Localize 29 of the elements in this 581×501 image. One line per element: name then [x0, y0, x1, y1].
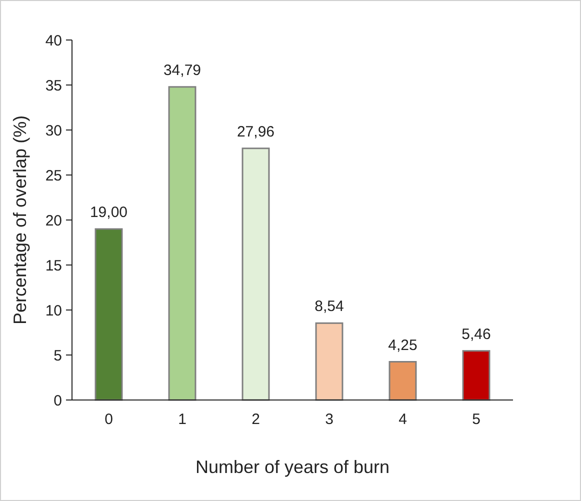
- x-tick-label: 0: [104, 411, 113, 428]
- x-tick-label: 1: [178, 411, 186, 428]
- bar: [462, 350, 490, 401]
- x-axis-title: Number of years of burn: [195, 457, 390, 477]
- y-tick-label: 25: [45, 167, 62, 184]
- data-label: 27,96: [236, 123, 275, 140]
- y-tick-label: 35: [45, 77, 62, 94]
- bar: [242, 148, 270, 401]
- data-label: 5,46: [462, 326, 491, 343]
- y-tick-label: 30: [45, 122, 62, 140]
- y-tick-label: 40: [45, 32, 62, 50]
- x-tick-label: 4: [398, 411, 407, 428]
- y-tick-label: 10: [45, 302, 62, 320]
- y-tick-label: 20: [45, 212, 62, 230]
- data-label: 34,79: [163, 62, 202, 79]
- y-tick-label: 0: [54, 392, 62, 410]
- y-tick-label: 5: [54, 347, 62, 364]
- data-label: 8,54: [314, 298, 344, 316]
- bar: [94, 228, 123, 401]
- data-label: 4,25: [388, 336, 418, 354]
- data-label: 19,00: [90, 204, 128, 221]
- x-tick-label: 2: [252, 411, 260, 428]
- x-tick-label: 3: [325, 411, 334, 428]
- y-axis-title: Percentage of overlap (%): [10, 115, 30, 325]
- bar: [315, 322, 344, 401]
- x-tick-label: 5: [472, 411, 480, 428]
- bar: [388, 361, 417, 401]
- bar: [168, 86, 196, 401]
- y-tick-label: 15: [45, 257, 62, 274]
